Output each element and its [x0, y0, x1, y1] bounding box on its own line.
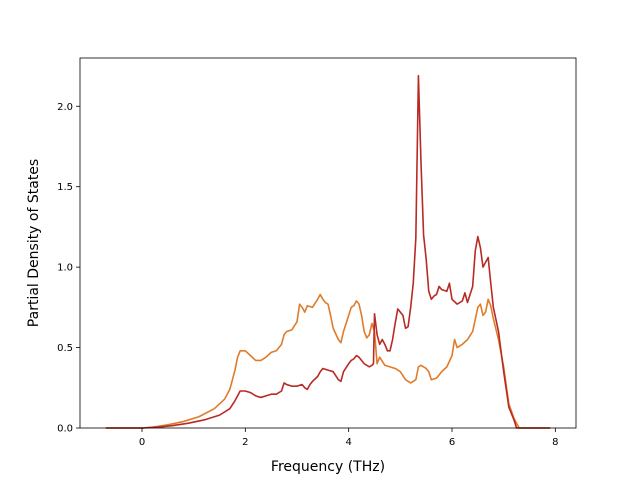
series-line-1: [105, 293, 551, 429]
x-axis-ticks: 0 2 4 6 8: [139, 428, 559, 448]
x-tick-label: 4: [345, 437, 351, 448]
y-axis-label: Partial Density of States: [26, 159, 42, 327]
x-tick-label: 6: [449, 437, 455, 448]
y-tick-label: 0.5: [57, 343, 73, 354]
x-tick-label: 2: [242, 437, 248, 448]
plot-area-frame: [79, 57, 577, 429]
x-tick-label: 0: [139, 437, 145, 448]
x-tick-label: 8: [552, 437, 558, 448]
series-lines: [105, 74, 551, 429]
series-line-2: [105, 74, 551, 429]
y-axis-ticks: 0.0 0.5 1.0 1.5 2.0: [57, 102, 80, 435]
y-tick-label: 0.0: [57, 424, 73, 435]
y-tick-label: 1.0: [57, 263, 73, 274]
y-tick-label: 1.5: [57, 182, 73, 193]
x-axis-label: Frequency (THz): [271, 459, 385, 475]
y-tick-label: 2.0: [57, 102, 73, 113]
